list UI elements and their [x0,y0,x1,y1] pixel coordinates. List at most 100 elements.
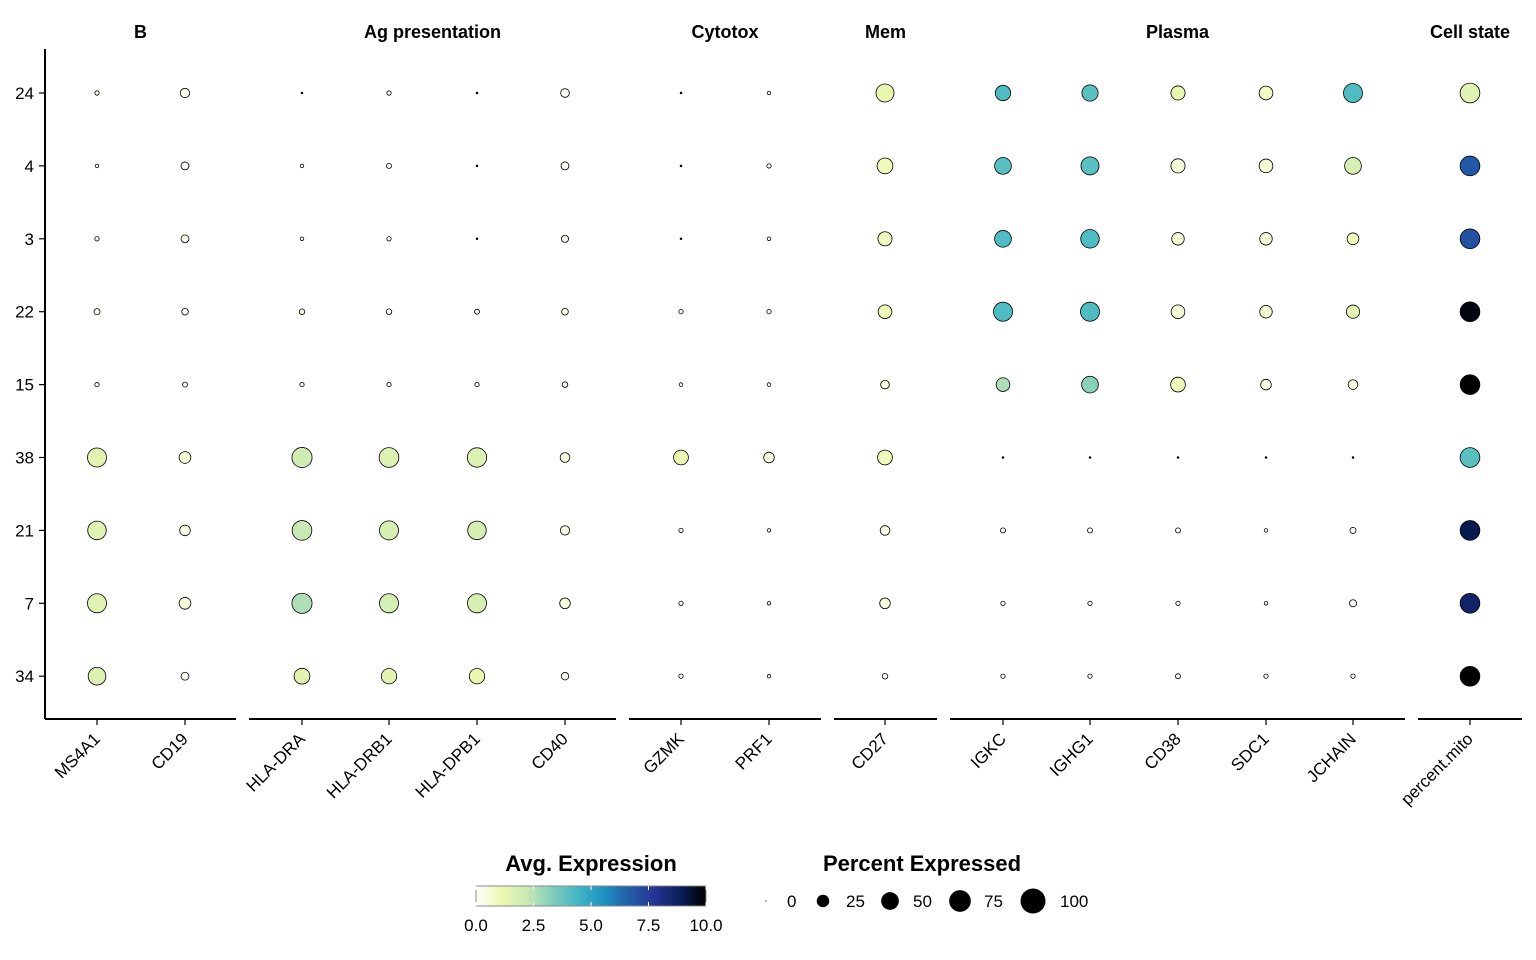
dot-15-GZMK [678,382,684,387]
dot-34-JCHAIN [1350,673,1356,679]
dot-21-SDC1 [1263,528,1269,533]
dot-15-HLA-DPB1 [474,382,480,388]
dot-38-MS4A1 [87,447,107,468]
dot-22-IGKC [993,301,1013,322]
dot-38-HLA-DPB1 [466,447,488,468]
dot-38-IGHG1 [1088,456,1092,459]
dot-3-IGHG1 [1080,229,1100,249]
dot-7-percent.mito [1459,593,1481,614]
dot-34-IGKC [1000,673,1006,679]
dot-3-SDC1 [1259,232,1273,246]
dot-21-PRF1 [766,528,772,533]
x-tick-label: SDC1 [1227,729,1273,775]
y-tick-label: 22 [15,303,34,322]
size-key-dot [881,892,899,910]
dot-38-GZMK [673,449,689,466]
y-axis-ticks: 24 4 3 22 15 38 21 7 34 [15,84,45,686]
dot-22-HLA-DPB1 [474,308,480,315]
dot-24-PRF1 [766,90,772,96]
dot-24-IGKC [994,84,1012,102]
dot-21-HLA-DPB1 [467,520,487,541]
dot-7-PRF1 [766,601,772,606]
size-key-dot [949,890,971,912]
size-legend-title: Percent Expressed [823,851,1021,876]
dot-7-CD19 [178,597,192,610]
dot-34-GZMK [678,673,684,679]
size-legend: Percent Expressed 0 25 50 75 100 [765,851,1088,914]
color-tick-label: 7.5 [637,916,661,935]
dot-22-SDC1 [1259,305,1273,319]
color-tick-label: 0.0 [464,916,488,935]
y-tick-label: 34 [15,667,34,686]
dot-15-IGHG1 [1081,375,1099,394]
dot-15-CD38 [1170,376,1186,393]
x-tick-label: MS4A1 [51,729,104,782]
color-tick-label: 5.0 [579,916,603,935]
dot-38-CD40 [559,452,571,463]
dot-34-MS4A1 [87,666,107,686]
dot-21-MS4A1 [87,520,107,541]
dot-34-CD19 [180,671,190,681]
dot-4-CD19 [180,161,190,171]
x-axis-ticks: MS4A1 CD19 HLA-DRA HLA-DRB1 HLA-DPB1 CD40 GZMK… [51,719,1477,809]
dot-3-HLA-DPB1 [475,237,479,241]
y-tick-label: 24 [15,84,34,103]
dot-22-CD40 [561,307,569,316]
dot-22-GZMK [678,309,684,315]
dot-3-CD40 [561,234,569,243]
dot-7-HLA-DPB1 [467,593,487,614]
dot-15-SDC1 [1260,378,1272,391]
dot-3-GZMK [679,237,683,241]
dot-21-HLA-DRB1 [379,520,399,541]
dot-15-CD19 [182,381,188,388]
dot-3-HLA-DRB1 [386,236,392,242]
dot-38-CD27 [877,449,893,466]
dot-38-JCHAIN [1351,456,1355,459]
dot-7-JCHAIN [1349,599,1357,608]
dot-24-GZMK [679,91,683,95]
facet-title-4: Plasma [1146,22,1210,42]
size-key-label: 50 [913,892,932,911]
size-key-label: 75 [984,892,1003,911]
dot-7-IGHG1 [1087,600,1093,606]
dot-24-CD40 [560,88,570,98]
dot-15-CD27 [880,379,890,390]
dot-15-JCHAIN [1347,379,1359,390]
color-tick-label: 10.0 [689,916,722,935]
dot-34-HLA-DRB1 [380,668,398,685]
dot-22-JCHAIN [1345,304,1361,319]
size-key-label: 25 [846,892,865,911]
y-tick-label: 7 [25,594,34,613]
dot-38-HLA-DRB1 [378,447,400,468]
facet-title-1: Ag presentation [364,22,501,42]
dot-21-GZMK [678,527,684,533]
x-tick-label: PRF1 [732,729,776,773]
dot-38-CD19 [178,451,192,464]
dot-4-MS4A1 [94,163,100,169]
dot-38-PRF1 [763,451,775,464]
dot-15-PRF1 [766,382,772,387]
x-tick-label: IGHG1 [1046,729,1097,780]
x-tick-label: IGKC [967,729,1010,772]
size-key-label: 100 [1060,892,1088,911]
dot-24-JCHAIN [1343,83,1363,103]
dot-7-HLA-DRA [291,592,313,614]
dot-4-HLA-DRA [299,163,305,169]
dot-38-SDC1 [1264,456,1268,459]
dot-24-HLA-DPB1 [475,91,479,95]
dot-15-IGKC [995,377,1011,392]
dot-21-CD19 [179,524,191,537]
y-tick-label: 15 [15,376,34,395]
dot-15-MS4A1 [94,382,100,388]
x-tick-label: CD27 [848,729,892,773]
dots [87,82,1481,687]
dot-24-HLA-DRA [300,91,304,95]
dot-4-IGKC [994,157,1012,175]
dot-4-percent.mito [1459,155,1481,177]
dot-21-HLA-DRA [291,520,313,541]
dot-7-GZMK [678,600,684,606]
dot-15-CD40 [561,381,569,388]
dot-24-CD38 [1170,85,1186,101]
size-key-label: 0 [787,892,796,911]
dot-34-HLA-DRA [293,667,311,685]
